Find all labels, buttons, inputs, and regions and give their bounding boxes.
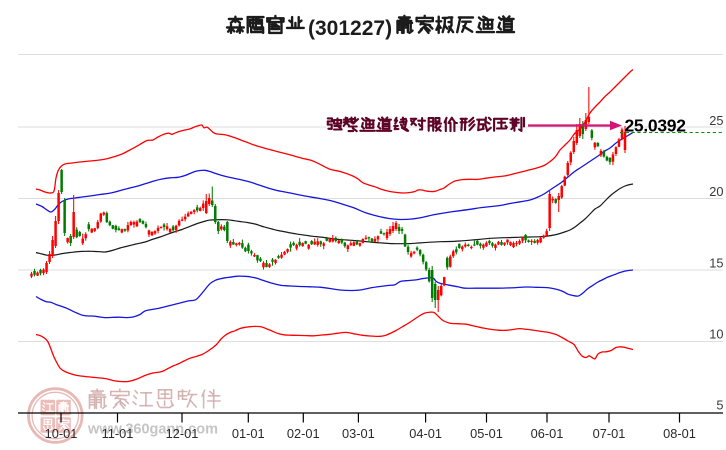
svg-text:20: 20: [709, 184, 723, 199]
svg-text:06-01: 06-01: [531, 426, 564, 441]
svg-text:15: 15: [709, 256, 723, 271]
svg-text:08-01: 08-01: [663, 426, 696, 441]
svg-text:25: 25: [709, 113, 723, 128]
svg-text:10: 10: [709, 327, 723, 342]
svg-text:04-01: 04-01: [409, 426, 442, 441]
svg-text:25.0392: 25.0392: [625, 116, 687, 136]
svg-text:(301227): (301227): [308, 17, 392, 40]
svg-text:www.360gann.com: www.360gann.com: [87, 422, 218, 438]
svg-text:05-01: 05-01: [470, 426, 503, 441]
svg-text:02-01: 02-01: [287, 426, 320, 441]
svg-text:07-01: 07-01: [593, 426, 626, 441]
svg-text:03-01: 03-01: [342, 426, 375, 441]
svg-text:12-01: 12-01: [166, 426, 199, 441]
svg-text:11-01: 11-01: [102, 426, 134, 441]
svg-text:10-01: 10-01: [45, 426, 78, 441]
svg-text:01-01: 01-01: [232, 426, 265, 441]
svg-text:5: 5: [716, 398, 723, 413]
